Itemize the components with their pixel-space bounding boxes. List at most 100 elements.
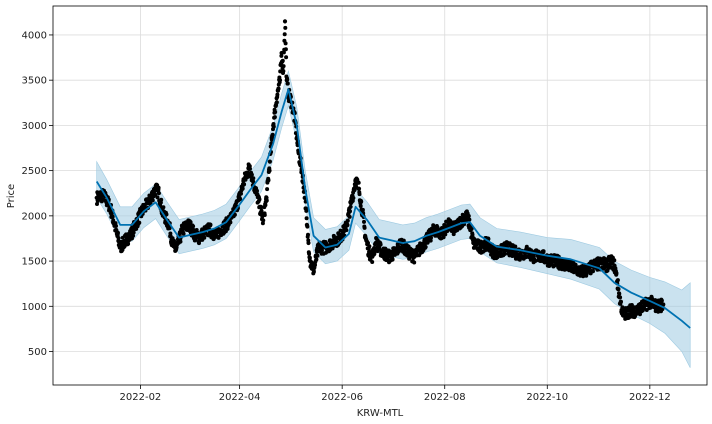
observed-point [216, 235, 221, 240]
y-tick-label: 500 [28, 347, 47, 358]
observed-point [619, 299, 623, 304]
observed-point [315, 253, 320, 258]
observed-point [615, 278, 620, 283]
observed-point [275, 92, 280, 97]
x-tick-label: 2022-08 [424, 392, 466, 403]
observed-point [228, 220, 233, 225]
observed-point [156, 191, 161, 196]
observed-point [390, 257, 395, 262]
observed-point [347, 214, 352, 219]
observed-point [429, 235, 433, 240]
observed-point [276, 86, 281, 91]
observed-point [131, 230, 136, 235]
y-tick-label: 4000 [22, 30, 47, 41]
observed-point [356, 180, 361, 185]
x-tick-label: 2022-02 [120, 392, 162, 403]
observed-point [344, 228, 349, 233]
observed-point [285, 81, 290, 86]
observed-point [280, 58, 285, 63]
observed-point [614, 271, 619, 276]
observed-point [466, 214, 471, 218]
observed-point [238, 197, 243, 202]
observed-point [153, 192, 158, 197]
observed-point [266, 178, 271, 183]
observed-point [351, 196, 356, 200]
observed-point [320, 248, 324, 253]
observed-point [304, 216, 309, 221]
observed-point [598, 256, 603, 261]
observed-point [155, 195, 160, 200]
observed-point [366, 241, 370, 245]
y-tick-label: 1500 [22, 257, 47, 268]
observed-point [659, 298, 664, 303]
observed-point [114, 224, 118, 228]
observed-point [156, 185, 161, 190]
observed-point [131, 233, 136, 238]
observed-point [513, 244, 518, 249]
x-tick-label: 2022-04 [219, 392, 261, 403]
observed-point [262, 213, 267, 217]
observed-point [248, 166, 252, 171]
observed-point [345, 223, 350, 228]
observed-point [178, 239, 183, 244]
observed-point [372, 251, 377, 256]
observed-point [362, 225, 367, 230]
observed-point [283, 41, 288, 46]
observed-point [503, 251, 507, 256]
observed-point [311, 269, 316, 274]
observed-point [367, 244, 372, 249]
observed-point [313, 263, 317, 267]
y-tick-label: 2500 [22, 166, 47, 177]
observed-point [661, 302, 666, 307]
observed-point [137, 220, 142, 225]
observed-point [270, 132, 275, 137]
observed-point [181, 231, 186, 236]
observed-point [242, 182, 247, 187]
observed-point [255, 188, 259, 193]
observed-point [259, 205, 264, 210]
observed-point [284, 55, 289, 60]
plot-frame [52, 5, 708, 386]
observed-point [428, 238, 433, 243]
observed-point [591, 269, 595, 274]
observed-point [469, 227, 474, 231]
observed-point [188, 220, 193, 225]
observed-point [240, 186, 245, 191]
observed-point [306, 240, 311, 246]
observed-point [359, 199, 364, 204]
observed-point [148, 201, 153, 206]
y-tick-label: 3500 [22, 76, 47, 87]
observed-point [159, 197, 164, 202]
observed-point [277, 78, 283, 83]
observed-point [283, 25, 288, 30]
y-tick-label: 2000 [22, 211, 47, 222]
x-axis-ticks: 2022-02 2022-04 2022-06 2022-08 2022-10 2022-… [120, 385, 671, 403]
observed-point [638, 312, 642, 317]
observed-point [249, 172, 254, 177]
observed-point [232, 212, 237, 217]
observed-point [345, 218, 350, 223]
observed-point [208, 222, 213, 227]
observed-point [467, 217, 472, 222]
observed-point [423, 245, 428, 249]
observed-point [362, 219, 366, 224]
observed-point [348, 204, 353, 209]
observed-point [263, 203, 268, 208]
observed-point [541, 249, 546, 254]
observed-point [95, 202, 99, 206]
observed-point [358, 204, 363, 208]
forecast-series-line [95, 88, 691, 329]
observed-point [285, 77, 290, 82]
observed-point [616, 287, 621, 292]
observed-point [239, 191, 243, 196]
observed-point [264, 198, 269, 203]
x-tick-label: 2022-12 [629, 392, 671, 403]
observed-point [267, 168, 272, 173]
observed-point [533, 258, 538, 263]
observed-point [370, 260, 375, 264]
observed-point [360, 207, 365, 212]
observed-point [259, 208, 264, 213]
observed-point [161, 205, 166, 210]
observed-point [431, 223, 436, 228]
observed-point [282, 19, 288, 24]
